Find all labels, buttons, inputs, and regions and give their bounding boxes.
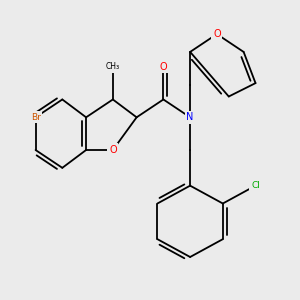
Text: CH₃: CH₃ <box>106 62 120 71</box>
Text: O: O <box>109 145 117 155</box>
Text: O: O <box>213 29 221 39</box>
Text: Br: Br <box>31 113 40 122</box>
Text: Cl: Cl <box>251 181 260 190</box>
Text: N: N <box>186 112 194 122</box>
Text: O: O <box>160 62 167 72</box>
